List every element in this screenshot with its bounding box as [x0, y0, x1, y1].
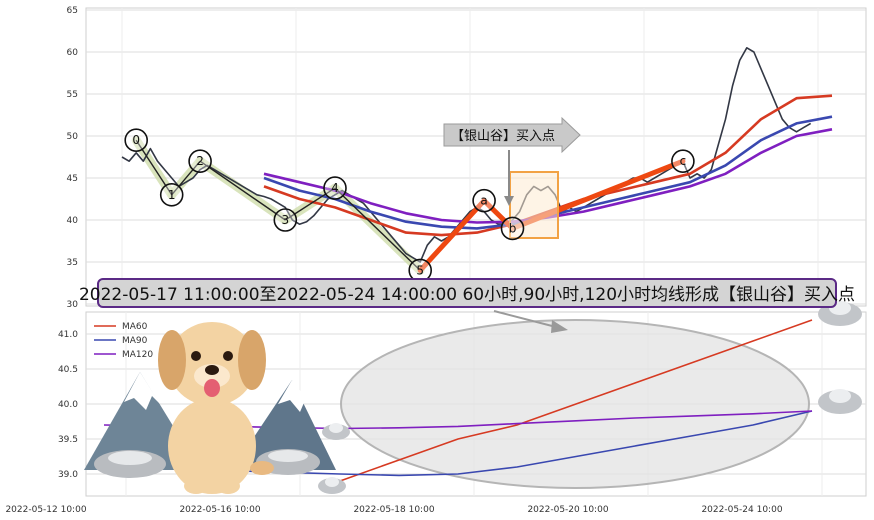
- top-callout-text: 【银山谷】买入点: [451, 129, 555, 144]
- y-tick-label: 65: [67, 6, 78, 16]
- wave-segment: [199, 160, 286, 221]
- y-tick-label: 41.0: [58, 330, 78, 340]
- abc-segment: [481, 198, 515, 231]
- x-tick-label: 2022-05-24 10:00: [701, 505, 782, 515]
- legend-item: MA120: [94, 350, 153, 360]
- y-tick-label: 30: [67, 300, 79, 310]
- wave-label: 1: [168, 188, 176, 202]
- y-tick-label: 35: [67, 258, 78, 268]
- legend-label: MA90: [122, 336, 148, 346]
- bottom-y-ticks: 39.0 39.5 40.0 40.5 41.0: [58, 330, 78, 480]
- y-tick-label: 45: [67, 174, 78, 184]
- wave-label: 0: [132, 133, 140, 147]
- y-tick-label: 39.0: [58, 470, 78, 480]
- wave-label: 3: [281, 213, 289, 227]
- top-callout: 【银山谷】买入点: [443, 116, 581, 206]
- legend-item: MA90: [94, 336, 148, 346]
- wave-marker-0: 0: [124, 128, 148, 152]
- decor-scene: [84, 322, 336, 494]
- dog-illustration: [158, 322, 274, 494]
- wave-marker-a: a: [472, 188, 496, 213]
- banner-text: 2022-05-17 11:00:00至2022-05-24 14:00:00 …: [79, 285, 855, 305]
- wave-segment: [334, 187, 421, 271]
- y-tick-label: 60: [67, 48, 79, 58]
- wave-marker-c: c: [671, 149, 695, 173]
- x-tick-label: 2022-05-12 10:00: [5, 505, 86, 515]
- banner: 2022-05-17 11:00:00至2022-05-24 14:00:00 …: [79, 278, 855, 308]
- wave-label: b: [509, 221, 517, 235]
- x-tick-label: 2022-05-18 10:00: [353, 505, 434, 515]
- wave-label: c: [680, 154, 687, 168]
- wave-segment: [284, 187, 336, 221]
- wave-marker-3: 3: [273, 208, 298, 232]
- legend: MA60 MA90 MA120: [94, 322, 153, 360]
- wave-label: 5: [416, 263, 424, 277]
- y-tick-label: 40.0: [58, 400, 78, 410]
- ingot-icon: [818, 389, 862, 414]
- series-line-0: [121, 47, 812, 263]
- wave-label: 4: [331, 181, 339, 195]
- y-tick-label: 39.5: [58, 435, 78, 445]
- x-tick-label: 2022-05-16 10:00: [179, 505, 260, 515]
- ingot-icon: [318, 477, 346, 494]
- banner-pointer: [493, 310, 568, 333]
- x-tick-label: 2022-05-20 10:00: [527, 505, 608, 515]
- abc-segment: [417, 198, 487, 273]
- wave-marker-b: b: [500, 216, 525, 241]
- y-tick-label: 40: [67, 216, 79, 226]
- y-tick-label: 55: [67, 90, 78, 100]
- wave-label: a: [480, 194, 487, 208]
- y-tick-label: 50: [67, 132, 79, 142]
- wave-marker-1: 1: [159, 183, 184, 207]
- legend-label: MA60: [122, 322, 148, 332]
- wave-segment: [171, 160, 201, 196]
- legend-item: MA60: [94, 322, 148, 332]
- wave-marker-4: 4: [323, 176, 347, 200]
- highlight-box: [509, 171, 559, 239]
- legend-label: MA120: [122, 350, 153, 360]
- y-tick-label: 40.5: [58, 365, 78, 375]
- wave-markers: 0 1 2 3 4 5 a b c: [124, 128, 695, 283]
- wave-marker-2: 2: [188, 149, 212, 173]
- top-y-ticks: 30 35 40 45 50 55 60 65: [67, 6, 79, 310]
- wave-label: 2: [196, 154, 204, 168]
- bottom-x-ticks: 2022-05-12 10:00 2022-05-16 10:00 2022-05-…: [5, 505, 782, 515]
- series-line-MA60: [339, 319, 813, 482]
- ingot-icon: [322, 423, 350, 440]
